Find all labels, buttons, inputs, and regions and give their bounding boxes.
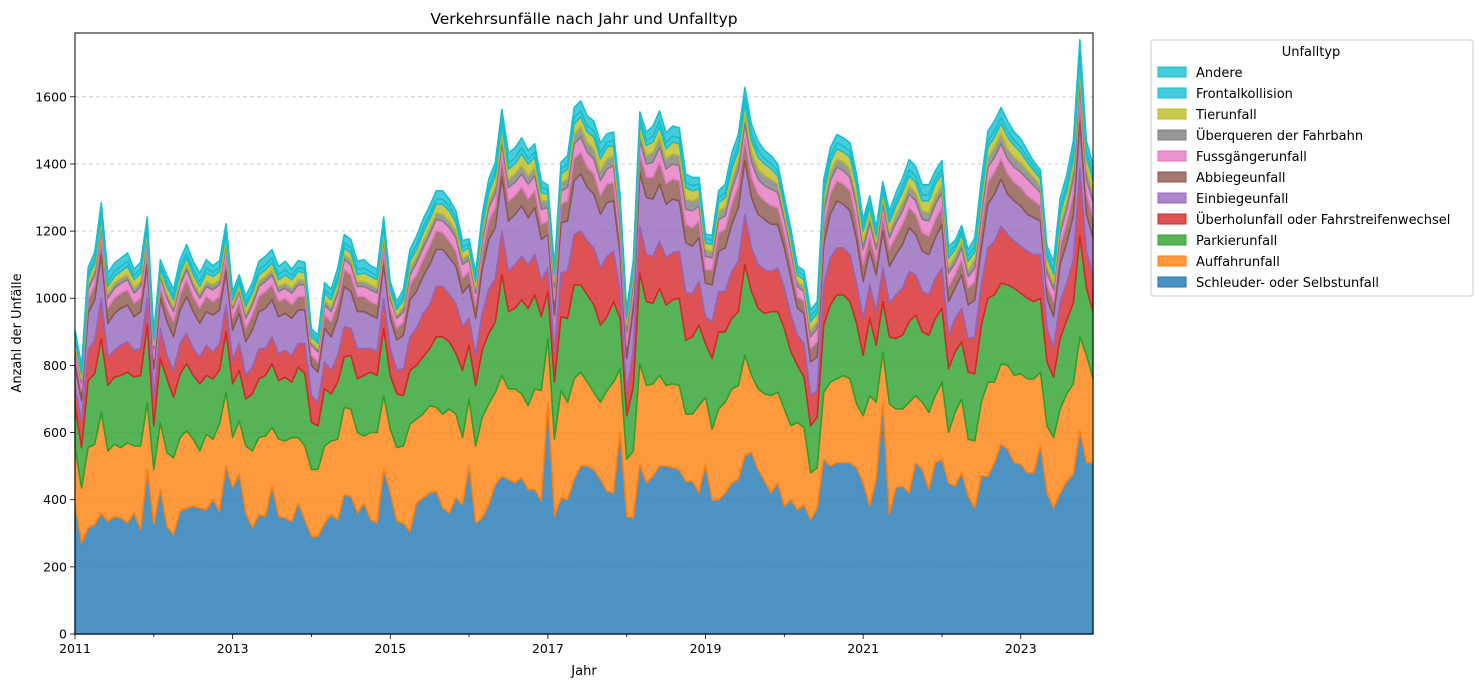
series-areas xyxy=(74,38,1094,635)
legend-item: Einbiegeunfall xyxy=(1157,192,1288,207)
legend-swatch xyxy=(1157,129,1187,141)
legend-swatch xyxy=(1157,276,1187,288)
legend-swatch xyxy=(1157,171,1187,183)
legend-swatch xyxy=(1157,213,1187,225)
legend-label: Parkierunfall xyxy=(1196,234,1277,249)
y-axis: 0 200 400 600 800 1000 1200 1400 1600 xyxy=(35,89,75,642)
legend-label: Tierunfall xyxy=(1195,108,1257,123)
x-tick-label-2019: 2019 xyxy=(690,641,722,656)
y-tick-label-1200: 1200 xyxy=(35,224,67,239)
legend-label: Überholunfall oder Fahrstreifenwechsel xyxy=(1196,211,1450,228)
legend-label: Abbiegeunfall xyxy=(1196,171,1286,186)
y-tick-label-400: 400 xyxy=(43,492,67,507)
legend-label: Überqueren der Fahrbahn xyxy=(1196,127,1363,144)
legend-swatch xyxy=(1157,87,1187,99)
legend-swatch xyxy=(1157,66,1187,78)
legend-item: Überqueren der Fahrbahn xyxy=(1157,127,1363,144)
x-tick-label-2013: 2013 xyxy=(217,641,249,656)
x-tick-label-2021: 2021 xyxy=(847,641,879,656)
legend-swatch xyxy=(1157,150,1187,162)
legend-item: Andere xyxy=(1157,66,1242,81)
y-tick-label-800: 800 xyxy=(43,358,67,373)
legend-items: Andere Frontalkollision Tierunfall Überquer… xyxy=(1157,66,1450,291)
x-tick-label-2017: 2017 xyxy=(532,641,564,656)
plot-frame xyxy=(74,32,1094,635)
y-axis-title: Anzahl der Unfälle xyxy=(10,273,25,392)
legend-label: Andere xyxy=(1196,66,1242,81)
legend-item: Parkierunfall xyxy=(1157,234,1277,249)
y-tick-label-1000: 1000 xyxy=(35,291,67,306)
legend-item: Auffahrunfall xyxy=(1157,255,1280,270)
legend-item: Fussgängerunfall xyxy=(1157,150,1307,165)
x-axis-title: Jahr xyxy=(570,664,597,679)
legend-label: Frontalkollision xyxy=(1196,87,1293,102)
chart-title: Verkehrsunfälle nach Jahr und Unfalltyp xyxy=(430,10,737,28)
x-tick-label-2011: 2011 xyxy=(59,641,91,656)
y-tick-label-1600: 1600 xyxy=(35,89,67,104)
legend-swatch xyxy=(1157,192,1187,204)
legend-item: Tierunfall xyxy=(1157,108,1257,123)
x-tick-label-2015: 2015 xyxy=(374,641,406,656)
legend-label: Schleuder- oder Selbstunfall xyxy=(1196,276,1379,291)
x-tick-label-2023: 2023 xyxy=(1005,641,1037,656)
legend-swatch xyxy=(1157,255,1187,267)
legend-frame xyxy=(1150,39,1474,297)
legend-label: Auffahrunfall xyxy=(1196,255,1280,270)
legend-item: Abbiegeunfall xyxy=(1157,171,1286,186)
legend-item: Überholunfall oder Fahrstreifenwechsel xyxy=(1157,211,1450,228)
legend-label: Einbiegeunfall xyxy=(1196,192,1288,207)
x-axis: 2011 2013 2015 2017 2019 2021 2023 xyxy=(59,634,1037,656)
legend-swatch xyxy=(1157,234,1187,246)
y-tick-label-0: 0 xyxy=(59,627,67,642)
y-tick-label-200: 200 xyxy=(43,559,67,574)
legend-label: Fussgängerunfall xyxy=(1196,150,1307,165)
legend-swatch xyxy=(1157,108,1187,120)
y-tick-label-1400: 1400 xyxy=(35,156,67,171)
legend-item: Frontalkollision xyxy=(1157,87,1293,102)
legend: Unfalltyp Andere Frontalkollision Tierunfa… xyxy=(1150,39,1474,297)
legend-title: Unfalltyp xyxy=(1282,45,1341,60)
y-tick-label-600: 600 xyxy=(43,425,67,440)
legend-item: Schleuder- oder Selbstunfall xyxy=(1157,276,1379,291)
